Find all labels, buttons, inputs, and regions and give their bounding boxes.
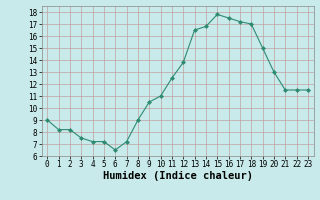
X-axis label: Humidex (Indice chaleur): Humidex (Indice chaleur) [103, 171, 252, 181]
